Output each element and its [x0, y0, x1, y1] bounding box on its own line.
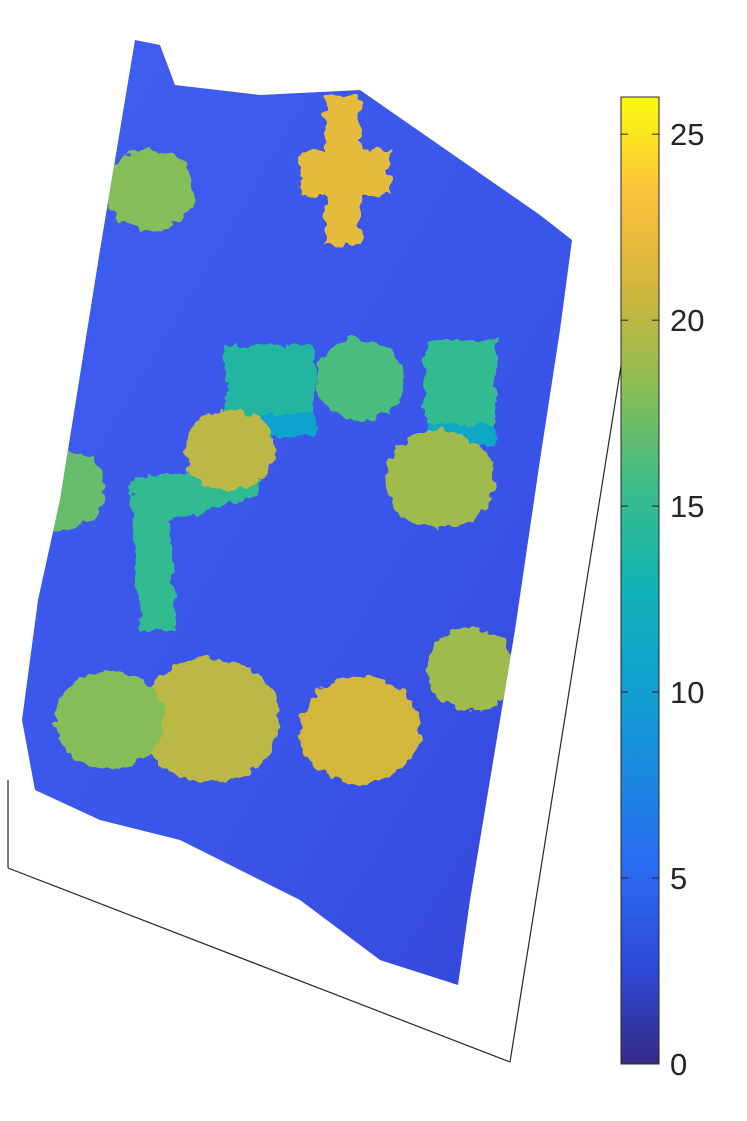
tree-canopy-mark [185, 409, 275, 491]
elevation-surface [22, 40, 572, 985]
colorbar-tick-label: 0 [670, 1047, 687, 1082]
tree-canopy-mark [55, 670, 165, 770]
axes-box [7, 365, 622, 1063]
tree-canopy-mark [22, 449, 105, 531]
tree-canopy-mark [425, 629, 515, 711]
colorbar-tick-label: 5 [670, 861, 687, 896]
building-mark [300, 95, 390, 245]
building-mark [425, 340, 495, 425]
colorbar-tick-label: 10 [670, 675, 704, 710]
colorbar: 0 5 10 15 20 25 [620, 96, 704, 1082]
colorbar-tick-label: 15 [670, 489, 704, 524]
building-mark [225, 345, 315, 415]
colorbar-tick-label: 20 [670, 303, 704, 338]
tree-canopy-mark [300, 676, 420, 784]
building-mark [130, 460, 260, 630]
tree-canopy-mark [105, 149, 195, 231]
tree-canopy-mark [315, 339, 405, 421]
tree-canopy-mark [140, 657, 280, 783]
colorbar-tick-label: 25 [670, 117, 704, 152]
colorbar-ticks: 0 5 10 15 20 25 [621, 117, 704, 1082]
colorbar-gradient [620, 96, 660, 1065]
tree-canopy-mark [385, 430, 495, 530]
